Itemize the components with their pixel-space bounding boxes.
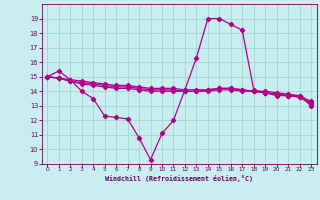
X-axis label: Windchill (Refroidissement éolien,°C): Windchill (Refroidissement éolien,°C) bbox=[105, 175, 253, 182]
